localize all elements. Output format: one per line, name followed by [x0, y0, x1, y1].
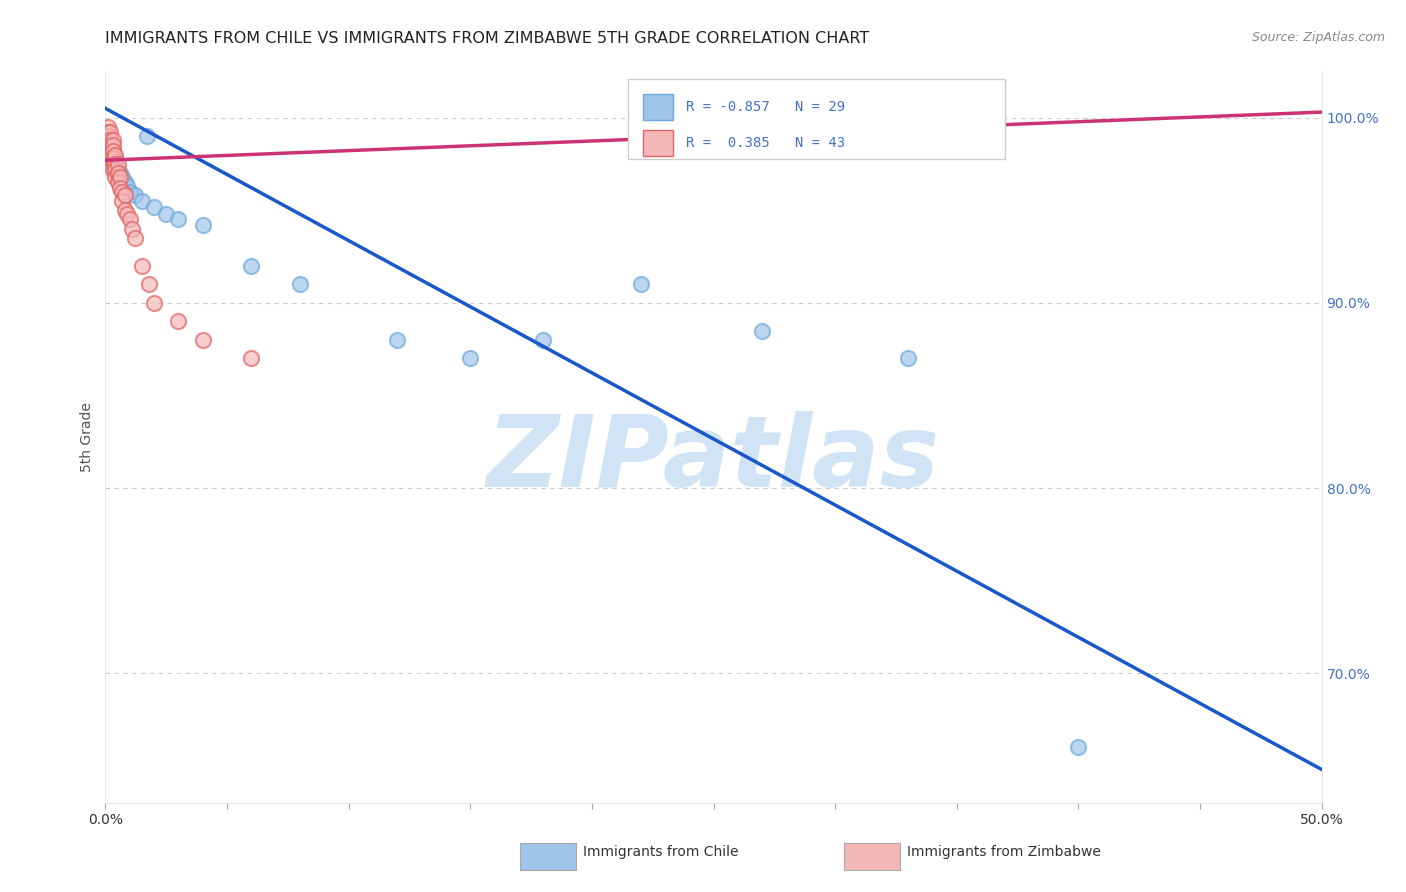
Point — [167, 314, 190, 328]
Point — [897, 351, 920, 366]
Point — [98, 138, 121, 153]
Point — [108, 181, 131, 195]
FancyBboxPatch shape — [628, 78, 1005, 159]
Point — [97, 120, 120, 134]
Point — [387, 333, 409, 347]
Point — [118, 212, 141, 227]
Point — [98, 133, 121, 147]
Point — [98, 126, 121, 140]
Point — [101, 152, 124, 166]
Text: R = -0.857   N = 29: R = -0.857 N = 29 — [686, 100, 845, 114]
Point — [98, 138, 121, 153]
Point — [630, 277, 652, 292]
Point — [101, 162, 124, 177]
Point — [167, 212, 190, 227]
Point — [101, 133, 124, 147]
Point — [98, 147, 121, 161]
Point — [107, 166, 129, 180]
Point — [114, 176, 136, 190]
Text: Immigrants from Zimbabwe: Immigrants from Zimbabwe — [907, 845, 1101, 859]
Point — [104, 157, 127, 171]
Y-axis label: 5th Grade: 5th Grade — [80, 402, 94, 472]
Point — [143, 200, 166, 214]
Point — [104, 162, 127, 177]
Point — [104, 169, 127, 184]
Point — [101, 144, 124, 158]
Point — [124, 188, 146, 202]
Point — [114, 188, 136, 202]
Point — [240, 259, 263, 273]
Point — [114, 203, 136, 218]
Point — [135, 129, 157, 144]
Point — [101, 138, 124, 153]
Point — [191, 333, 214, 347]
Point — [108, 169, 131, 184]
Point — [97, 138, 120, 153]
Point — [240, 351, 263, 366]
Point — [138, 277, 160, 292]
Point — [118, 185, 141, 199]
Point — [97, 126, 120, 140]
Text: R =  0.385   N = 43: R = 0.385 N = 43 — [686, 136, 845, 151]
Point — [104, 147, 127, 161]
Point — [97, 129, 120, 144]
Point — [98, 144, 121, 158]
Point — [117, 179, 139, 194]
Point — [531, 333, 554, 347]
Point — [131, 259, 153, 273]
Text: Immigrants from Chile: Immigrants from Chile — [583, 845, 740, 859]
Point — [107, 157, 129, 171]
Text: Source: ZipAtlas.com: Source: ZipAtlas.com — [1251, 31, 1385, 45]
Point — [945, 111, 967, 125]
Point — [107, 162, 129, 177]
FancyBboxPatch shape — [643, 130, 673, 156]
Point — [104, 157, 127, 171]
Point — [143, 295, 166, 310]
Point — [97, 129, 120, 144]
Point — [104, 152, 127, 166]
Point — [111, 169, 134, 184]
Point — [107, 176, 129, 190]
Point — [121, 221, 143, 235]
Point — [101, 144, 124, 158]
Point — [155, 207, 177, 221]
Point — [101, 157, 124, 171]
Point — [111, 185, 134, 199]
Point — [111, 194, 134, 208]
Point — [98, 152, 121, 166]
Point — [117, 207, 139, 221]
Point — [751, 324, 773, 338]
Text: ZIPatlas: ZIPatlas — [486, 410, 941, 508]
Point — [124, 231, 146, 245]
Point — [191, 218, 214, 232]
Point — [288, 277, 311, 292]
FancyBboxPatch shape — [643, 94, 673, 120]
Point — [1067, 740, 1090, 755]
Point — [97, 133, 120, 147]
Point — [131, 194, 153, 208]
Point — [101, 147, 124, 161]
Point — [98, 133, 121, 147]
Point — [108, 166, 131, 180]
Text: IMMIGRANTS FROM CHILE VS IMMIGRANTS FROM ZIMBABWE 5TH GRADE CORRELATION CHART: IMMIGRANTS FROM CHILE VS IMMIGRANTS FROM… — [105, 31, 870, 46]
Point — [458, 351, 481, 366]
